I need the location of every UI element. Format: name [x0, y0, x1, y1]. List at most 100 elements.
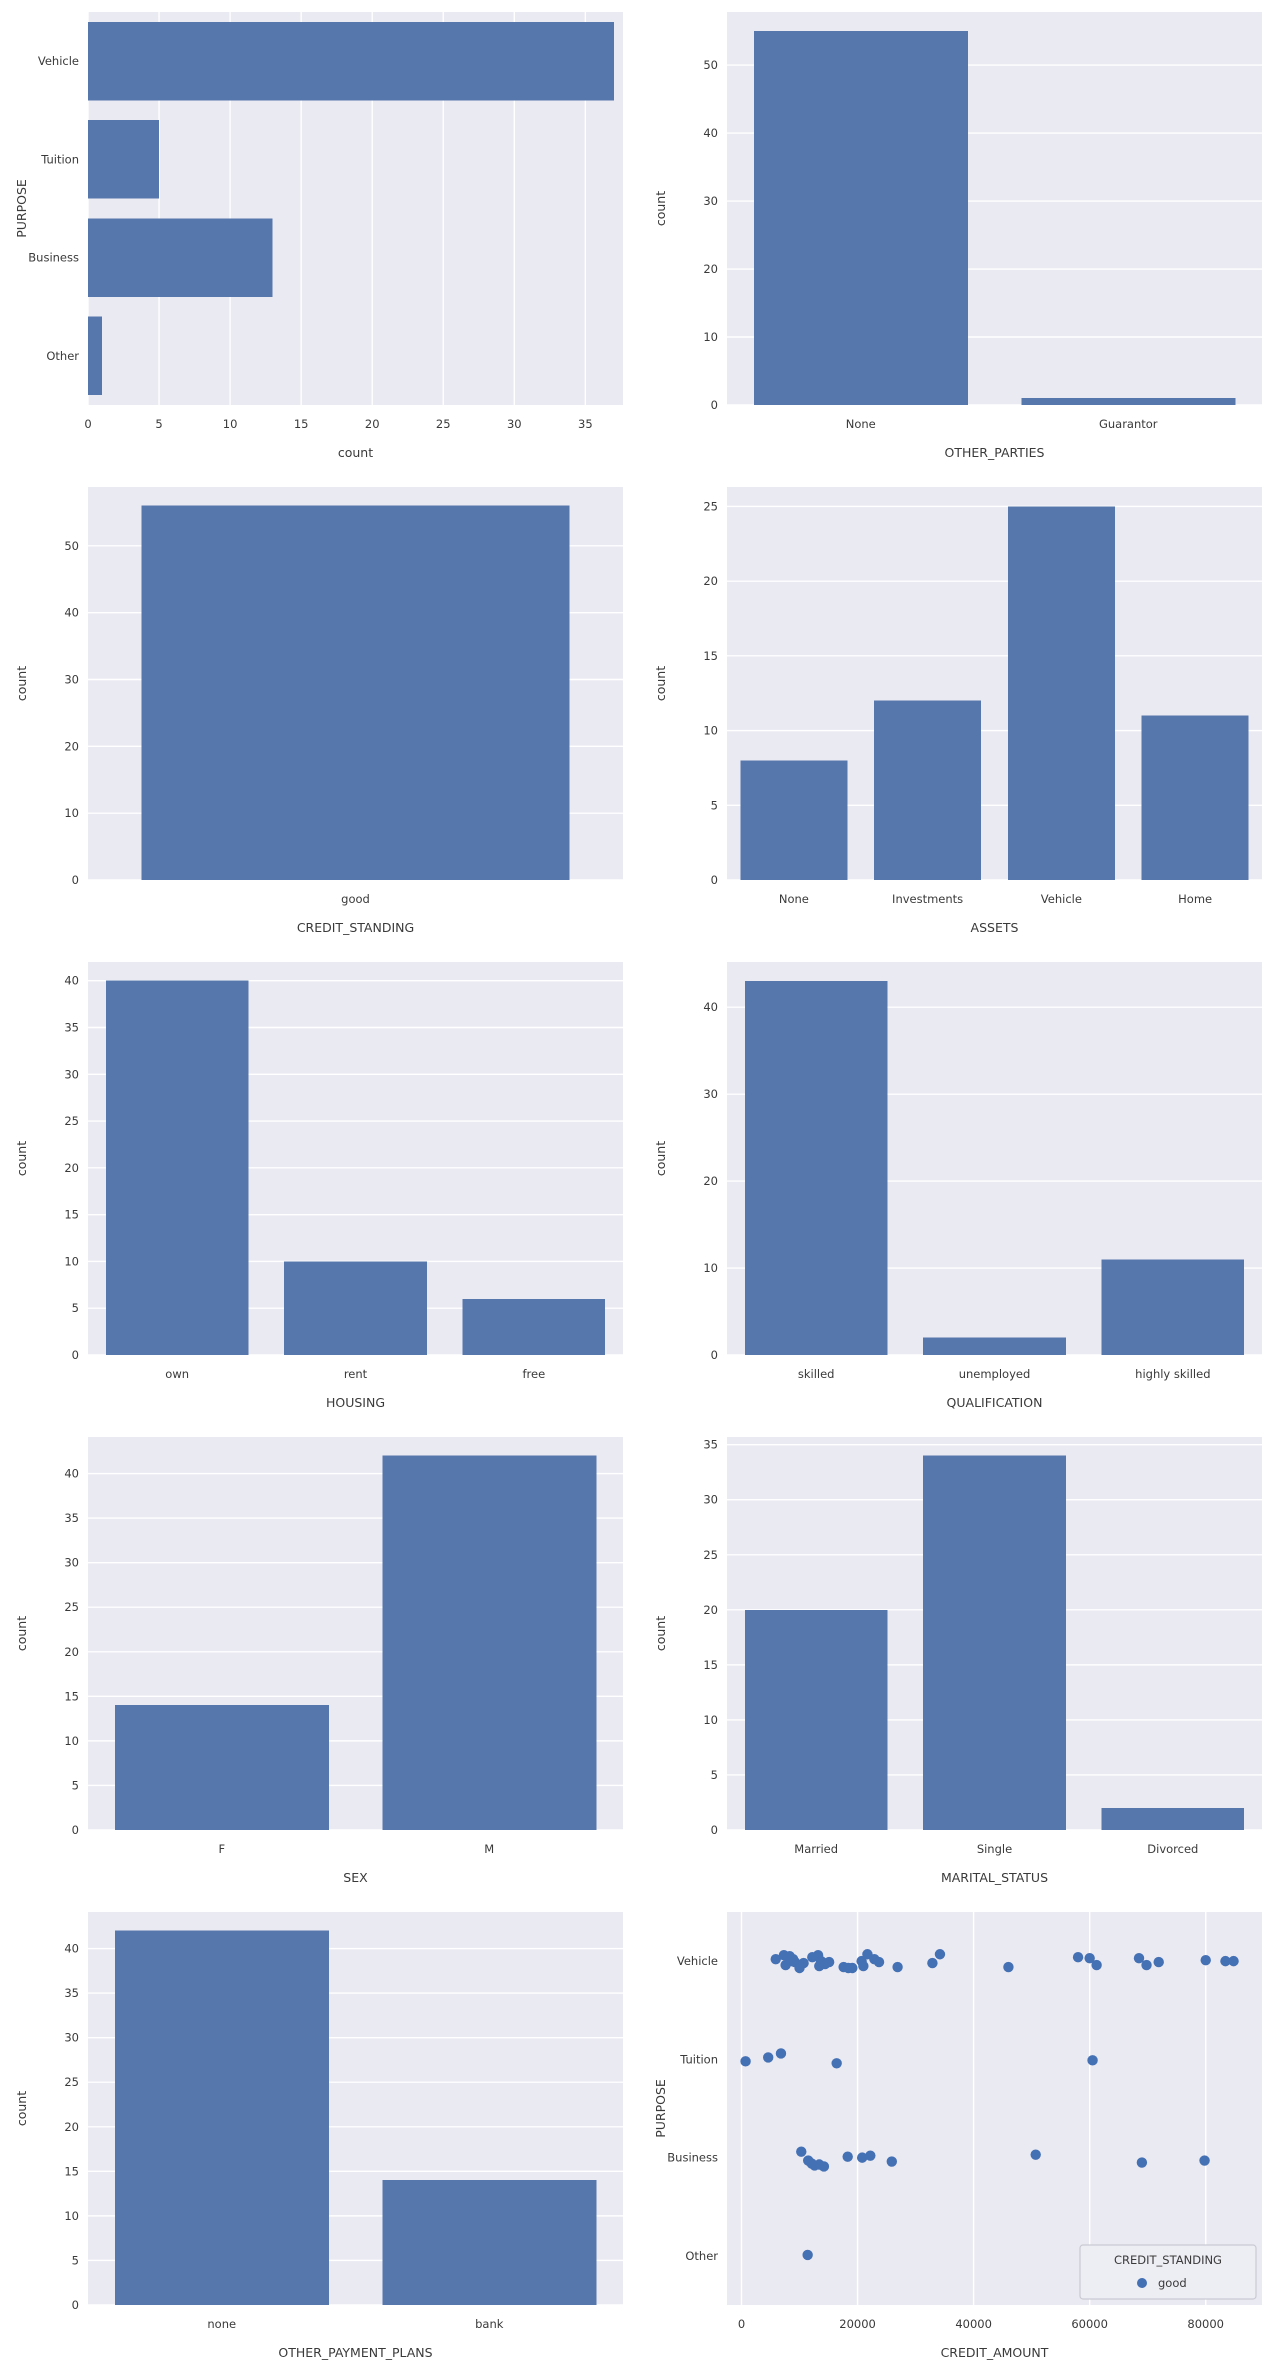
- data-point: [1136, 2157, 1148, 2168]
- plot-area: [727, 1912, 1262, 2305]
- x-tick-label: 40000: [955, 2317, 992, 2331]
- countplot-assets: 0 5 10 15 20 25 None Investments Vehicle Home ASSE…: [653, 487, 1262, 935]
- countplot-other-payment-plans: 0 5 10 15 20 25 30 35 40 none bank OTHER_PAYMENT_PL…: [14, 1912, 623, 2360]
- bar: [382, 1455, 597, 1830]
- data-point: [1220, 1955, 1231, 1967]
- y-tick-label: 40: [64, 974, 79, 988]
- countplot-purpose: 0 5 10 15 20 25 30 35 Vehicle Tuition Business Othe…: [14, 12, 623, 460]
- y-tick-label: 5: [711, 798, 718, 812]
- x-axis-label: OTHER_PARTIES: [945, 445, 1045, 460]
- y-axis-label: PURPOSE: [653, 2079, 668, 2138]
- bar: [88, 218, 273, 297]
- bar: [88, 21, 614, 101]
- x-tick-label: 0: [738, 2317, 745, 2331]
- bar: [284, 1261, 427, 1355]
- y-tick-label: 10: [64, 806, 79, 820]
- y-tick-label: 10: [703, 1261, 718, 1275]
- y-axis-label: count: [653, 666, 668, 701]
- bar: [141, 505, 570, 880]
- y-tick-label: 30: [64, 1556, 79, 1570]
- x-tick-label: None: [846, 417, 876, 431]
- bar: [1101, 1259, 1245, 1355]
- x-axis-label: CREDIT_AMOUNT: [941, 2345, 1049, 2360]
- countplot-marital-status: 0 5 10 15 20 25 30 35 Married Single Divorced MARIT…: [653, 1437, 1262, 1885]
- y-tick-label: 0: [711, 873, 718, 887]
- x-tick-label: 15: [294, 417, 309, 431]
- y-tick-label: 15: [703, 1658, 718, 1672]
- y-tick-label: 50: [703, 58, 718, 72]
- y-tick-label: 20: [64, 1645, 79, 1659]
- y-tick-label: 0: [72, 1348, 79, 1362]
- data-point: [857, 2152, 868, 2163]
- data-point: [1030, 2149, 1041, 2160]
- bar: [88, 316, 103, 396]
- y-tick-label: Vehicle: [677, 1954, 718, 1968]
- x-axis-label: SEX: [343, 1870, 368, 1885]
- data-point: [1141, 1959, 1152, 1971]
- y-tick-label: 20: [703, 574, 718, 588]
- y-tick-label: 20: [703, 1603, 718, 1617]
- data-point: [802, 2249, 813, 2261]
- y-axis-label: PURPOSE: [14, 179, 29, 238]
- data-point: [1084, 1952, 1095, 1964]
- y-tick-label: 40: [64, 1467, 79, 1481]
- bar: [923, 1455, 1066, 1830]
- data-point: [858, 1960, 869, 1972]
- x-axis-label: QUALIFICATION: [947, 1395, 1043, 1410]
- x-tick-label: Home: [1178, 892, 1212, 906]
- x-axis-label: MARITAL_STATUS: [941, 1870, 1048, 1885]
- y-tick-label: 10: [703, 724, 718, 738]
- y-tick-label: 15: [64, 1689, 79, 1703]
- y-tick-label: 5: [72, 2253, 79, 2267]
- y-axis-label: count: [14, 1141, 29, 1176]
- data-point: [886, 2156, 897, 2167]
- x-tick-label: 30: [507, 417, 522, 431]
- countplot-qualification: 0 10 20 30 40 skilled unemployed highly skilled…: [653, 962, 1262, 1410]
- data-point: [873, 1956, 885, 1968]
- x-tick-label: own: [165, 1367, 189, 1381]
- y-tick-label: 20: [64, 739, 79, 753]
- y-tick-label: 15: [703, 649, 718, 663]
- data-point: [770, 1953, 781, 1965]
- data-point: [865, 2150, 876, 2161]
- data-point: [796, 2146, 807, 2157]
- bar: [114, 1930, 329, 2305]
- y-tick-label: 40: [703, 126, 718, 140]
- bar: [114, 1705, 329, 1830]
- y-tick-label: Business: [667, 2151, 718, 2165]
- x-tick-label: none: [207, 2317, 236, 2331]
- y-tick-label: Business: [28, 251, 79, 265]
- y-tick-label: 0: [711, 1348, 718, 1362]
- x-tick-label: M: [484, 1842, 494, 1856]
- bar: [1007, 506, 1115, 880]
- data-point: [927, 1957, 938, 1969]
- bar: [744, 981, 888, 1355]
- y-tick-label: 15: [64, 1208, 79, 1222]
- y-tick-label: 10: [64, 1734, 79, 1748]
- data-point: [762, 2052, 774, 2063]
- bar: [88, 120, 160, 199]
- y-tick-label: 30: [64, 672, 79, 686]
- stripplot-credit-amount-by-purpose: 0 20000 40000 60000 80000 Vehicle Tuition Busin…: [653, 1912, 1262, 2360]
- x-tick-label: Married: [794, 1842, 838, 1856]
- x-tick-label: F: [218, 1842, 225, 1856]
- y-tick-label: 30: [703, 1493, 718, 1507]
- y-tick-label: 40: [64, 1942, 79, 1956]
- data-point: [831, 2058, 842, 2069]
- y-tick-label: 5: [711, 1768, 718, 1782]
- y-tick-label: 10: [64, 2209, 79, 2223]
- y-tick-label: 40: [64, 606, 79, 620]
- countplot-credit-standing: 0 10 20 30 40 50 good CREDIT_STANDING count: [14, 487, 623, 935]
- bar: [1021, 398, 1236, 405]
- bar: [105, 980, 249, 1355]
- data-point: [740, 2056, 751, 2067]
- data-point: [892, 1961, 903, 1973]
- data-point: [1133, 1952, 1145, 1964]
- x-tick-label: Divorced: [1147, 1842, 1198, 1856]
- y-tick-label: 0: [711, 398, 718, 412]
- data-point: [798, 1957, 809, 1969]
- y-axis-label: count: [653, 1616, 668, 1651]
- x-tick-label: 20: [365, 417, 380, 431]
- countplot-housing: 0 5 10 15 20 25 30 35 40 own rent free HOUSING count: [14, 962, 623, 1410]
- y-axis-label: count: [653, 1141, 668, 1176]
